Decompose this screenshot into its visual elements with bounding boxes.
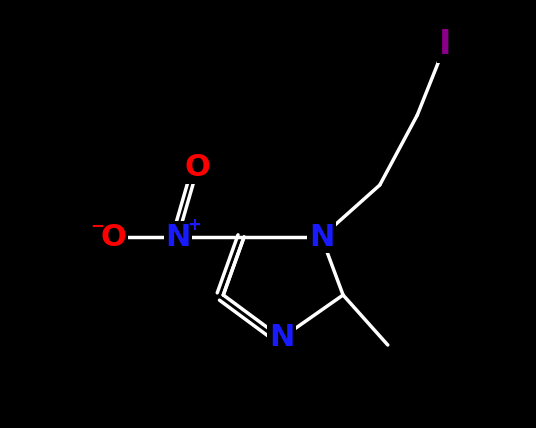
Text: N: N	[309, 223, 334, 252]
Text: O: O	[185, 154, 211, 182]
Text: O: O	[101, 223, 127, 252]
Text: +: +	[187, 216, 201, 234]
Text: N: N	[269, 324, 294, 353]
Text: N: N	[165, 223, 190, 252]
Text: I: I	[439, 29, 451, 62]
Text: −: −	[91, 216, 105, 234]
